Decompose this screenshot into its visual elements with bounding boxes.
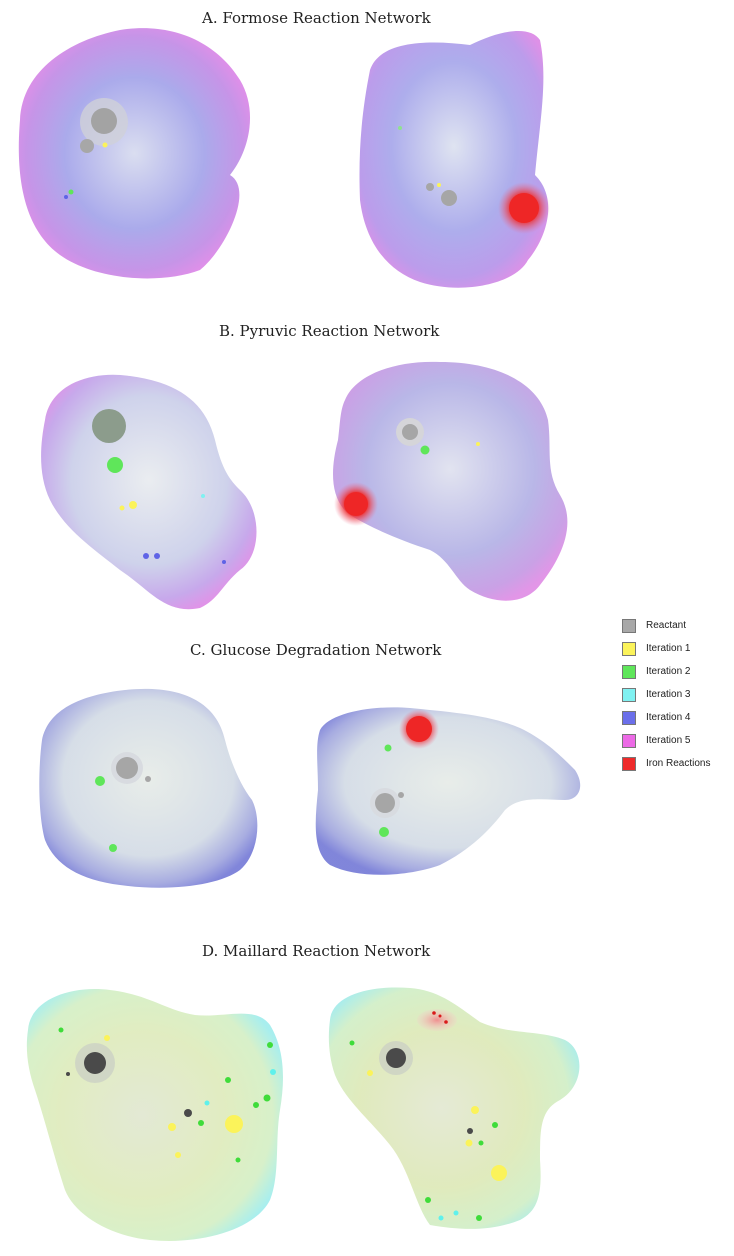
- formose-right-iter2-node: [398, 126, 402, 130]
- maillard-right-iter1-node-c: [367, 1070, 373, 1076]
- maillard-right-iter1-node-large: [491, 1165, 507, 1181]
- formose-left-cloud: [18, 28, 251, 279]
- pyruvic-left-iter4-node-a: [143, 553, 149, 559]
- maillard-right-reactant-small: [467, 1128, 473, 1134]
- glucose-left-reactant-small: [145, 776, 151, 782]
- maillard-right-iter2-node-b: [478, 1140, 484, 1146]
- pyruvic-right-cloud: [333, 361, 568, 601]
- maillard-left-iter2-node-b: [263, 1094, 271, 1102]
- maillard-right-iter1-node-b: [465, 1139, 473, 1147]
- glucose-left-iter2-node-a: [95, 776, 105, 786]
- maillard-right-iron-cluster: [417, 1009, 457, 1031]
- legend-item: Iteration 1: [622, 637, 734, 660]
- legend-swatch-iteration-4: [622, 710, 636, 725]
- glucose-right-iter2-node-b: [384, 744, 392, 752]
- maillard-left-iter2-node-f: [58, 1027, 64, 1033]
- formose-right-iter1-node: [437, 183, 441, 187]
- maillard-right-iron-node-b: [444, 1020, 448, 1024]
- legend-swatch-reactant: [622, 618, 636, 633]
- legend-swatch-iteration-3: [622, 687, 636, 702]
- legend-label-iteration-2: Iteration 2: [646, 666, 691, 677]
- glucose-left-reactant: [116, 757, 138, 779]
- maillard-left-iter2-node-g: [235, 1157, 241, 1163]
- formose-right-reactant-small: [426, 183, 434, 191]
- pyruvic-left-iter4-node-b: [154, 553, 160, 559]
- legend-swatch-iteration-1: [622, 641, 636, 656]
- glucose-left-cloud: [39, 688, 258, 888]
- maillard-left-iter1-node-b: [175, 1152, 181, 1158]
- maillard-left-reactant: [84, 1052, 106, 1074]
- maillard-left-iter1-node-large: [225, 1115, 243, 1133]
- legend-label-iteration-3: Iteration 3: [646, 689, 691, 700]
- panel-b-title: B. Pyruvic Reaction Network: [219, 322, 440, 340]
- glucose-right-cloud: [315, 707, 581, 875]
- maillard-left-iter2-node-c: [225, 1077, 231, 1083]
- maillard-left-iter2-node-d: [253, 1102, 259, 1108]
- pyruvic-left-iter3-node: [201, 494, 205, 498]
- legend-item: Iteration 3: [622, 683, 734, 706]
- formose-left-reactant-small: [80, 139, 94, 153]
- maillard-left-iter3-node-a: [270, 1069, 276, 1075]
- formose-right-iron-core: [509, 193, 539, 223]
- legend-label-iteration-4: Iteration 4: [646, 712, 691, 723]
- glucose-right-iron-core: [406, 716, 432, 742]
- legend-item: Iteration 2: [622, 660, 734, 683]
- maillard-left-reactant-tiny: [66, 1072, 70, 1076]
- formose-left-iter1-node: [102, 142, 108, 148]
- pyruvic-left-iter4-node-c: [222, 560, 226, 564]
- glucose-right-iter2-node-a: [379, 827, 389, 837]
- maillard-left-cloud: [26, 989, 283, 1241]
- legend-item: Iteration 4: [622, 706, 734, 729]
- maillard-right-iron-node-a: [432, 1011, 436, 1015]
- legend-item: Iron Reactions: [622, 752, 734, 775]
- maillard-right-iter2-node-e: [349, 1040, 355, 1046]
- pyruvic-right-iter1-node: [476, 442, 480, 446]
- formose-left-reactant-large: [91, 108, 117, 134]
- maillard-right-iter3-node-a: [453, 1210, 459, 1216]
- panel-a-title: A. Formose Reaction Network: [202, 9, 431, 27]
- glucose-right-reactant: [375, 793, 395, 813]
- legend-item: Iteration 5: [622, 729, 734, 752]
- formose-right-reactant-large: [441, 190, 457, 206]
- maillard-right-reactant: [386, 1048, 406, 1068]
- maillard-left-reactant-small: [184, 1109, 192, 1117]
- maillard-right-iron-node-c: [438, 1014, 442, 1018]
- pyruvic-left-iter1-node-a: [129, 501, 137, 509]
- maillard-right-iter3-node-b: [438, 1215, 444, 1221]
- maillard-left-iter1-node-a: [168, 1123, 176, 1131]
- pyruvic-left-cloud: [41, 374, 257, 610]
- maillard-right-iter2-node-a: [492, 1122, 498, 1128]
- pyruvic-left-reactant: [92, 409, 126, 443]
- maillard-right-iter2-node-c: [425, 1197, 431, 1203]
- pyruvic-right-iron-core: [344, 492, 368, 516]
- maillard-left-iter2-node-e: [198, 1120, 204, 1126]
- pyruvic-left-iter2-node: [107, 457, 123, 473]
- formose-left-iter2-node: [68, 189, 74, 195]
- legend-item: Reactant: [622, 614, 734, 637]
- formose-left-iter4-node: [64, 195, 68, 199]
- maillard-left-iter2-node-a: [267, 1042, 273, 1048]
- legend-label-reactant: Reactant: [646, 620, 687, 631]
- legend-swatch-iteration-2: [622, 664, 636, 679]
- pyruvic-left-iter1-node-b: [119, 505, 125, 511]
- panel-c-title: C. Glucose Degradation Network: [190, 641, 442, 659]
- pyruvic-right-iter2-node: [420, 445, 430, 455]
- maillard-right-iter1-node-a: [471, 1106, 479, 1114]
- glucose-left-iter2-node-b: [109, 844, 117, 852]
- maillard-right-iter2-node-d: [476, 1215, 482, 1221]
- glucose-right-reactant-small: [398, 792, 404, 798]
- panel-d-title: D. Maillard Reaction Network: [202, 942, 431, 960]
- legend-swatch-iteration-5: [622, 733, 636, 748]
- legend-label-iteration-1: Iteration 1: [646, 643, 691, 654]
- maillard-left-iter1-node-c: [104, 1035, 110, 1041]
- legend-label-iron-reactions: Iron Reactions: [646, 758, 711, 769]
- legend: Reactant Iteration 1 Iteration 2 Iterati…: [622, 614, 734, 775]
- pyruvic-right-reactant: [402, 424, 418, 440]
- formose-right-cloud: [359, 30, 549, 288]
- legend-swatch-iron-reactions: [622, 756, 636, 771]
- legend-label-iteration-5: Iteration 5: [646, 735, 691, 746]
- maillard-left-iter3-node-b: [204, 1100, 210, 1106]
